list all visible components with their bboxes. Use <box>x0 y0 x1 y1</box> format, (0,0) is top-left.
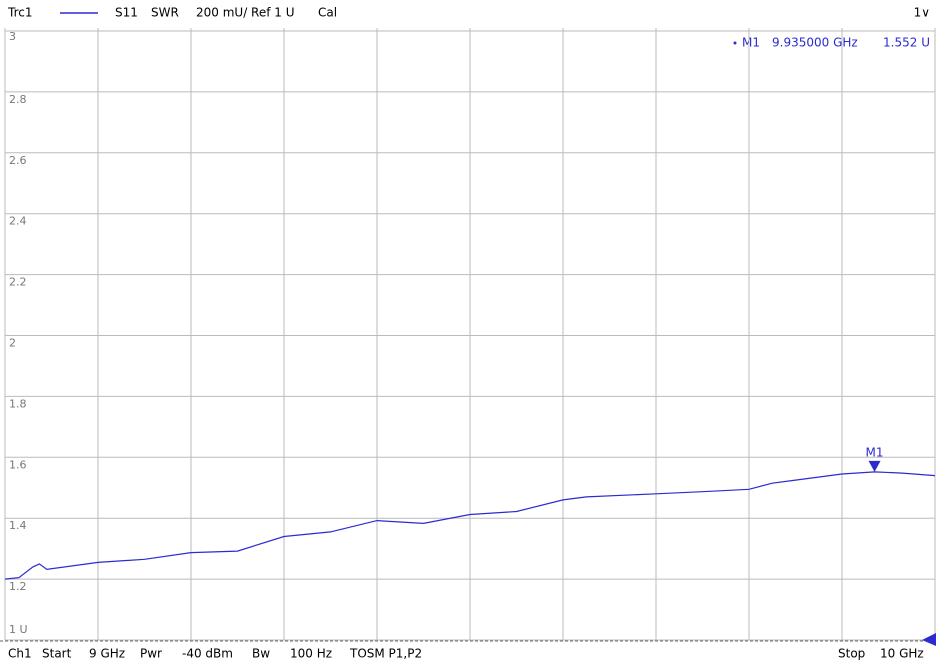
y-tick-label: 2.4 <box>9 215 27 228</box>
scale: 200 mU/ Ref 1 U <box>196 6 295 20</box>
y-tick-label: 2.8 <box>9 93 27 106</box>
y-tick-label: 1 U <box>9 623 28 636</box>
trace-name: Trc1 <box>7 6 32 20</box>
y-tick-label: 1.8 <box>9 397 27 410</box>
power: -40 dBm <box>182 647 233 661</box>
param: S11 <box>115 6 138 20</box>
stop-label: Stop <box>838 647 865 661</box>
stop-indicator <box>922 633 936 646</box>
bw-label: Bw <box>252 647 270 661</box>
format: SWR <box>151 6 179 20</box>
y-tick-label: 3 <box>9 30 16 43</box>
power-label: Pwr <box>140 647 162 661</box>
start-label: Start <box>42 647 72 661</box>
marker-label: M1 <box>866 445 884 459</box>
y-tick-label: 2.6 <box>9 154 27 167</box>
y-tick-label: 1.6 <box>9 458 27 471</box>
marker-dot <box>733 41 737 45</box>
cal: Cal <box>318 6 337 20</box>
channel: Ch1 <box>8 647 32 661</box>
start: 9 GHz <box>89 647 125 661</box>
y-tick-label: 2 <box>9 337 16 350</box>
bw: 100 Hz <box>290 647 332 661</box>
trace <box>4 471 936 580</box>
marker-x: 9.935000 GHz <box>772 36 858 50</box>
y-tick-label: 2.2 <box>9 276 27 289</box>
y-tick-label: 1.4 <box>9 519 27 532</box>
marker-name: M1 <box>742 36 760 50</box>
marker <box>868 460 881 472</box>
stop: 10 GHz <box>880 647 924 661</box>
marker-y: 1.552 U <box>883 36 930 50</box>
calkit: TOSM P1,P2 <box>349 647 422 661</box>
window[interactable]: 1∨ <box>914 6 930 20</box>
y-tick-label: 1.2 <box>9 580 27 593</box>
